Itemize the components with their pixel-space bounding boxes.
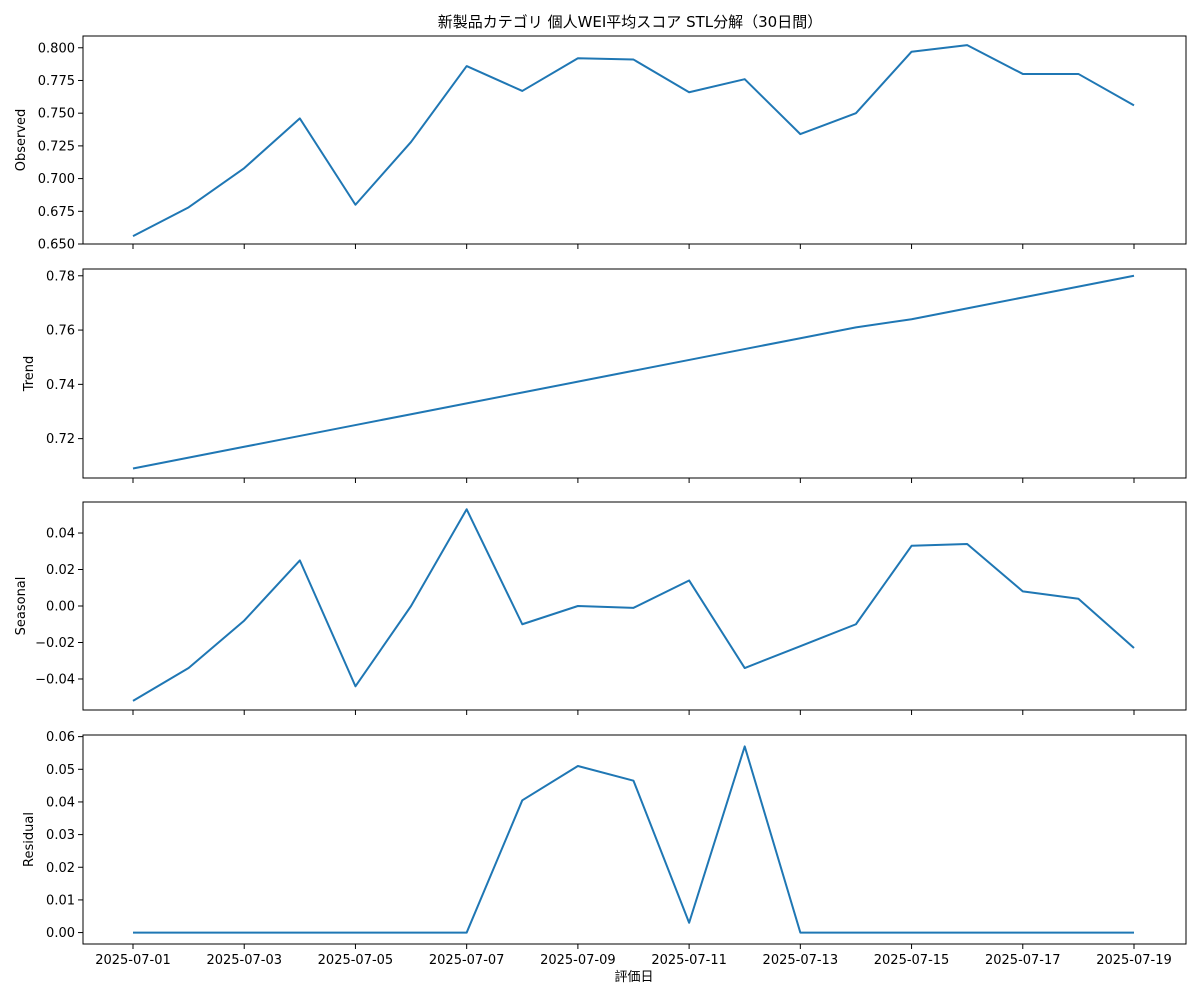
y-tick-label: 0.00	[46, 600, 75, 615]
series-line-trend	[132, 274, 1135, 470]
y-tick-label: −0.02	[35, 636, 75, 651]
y-tick-label: 0.06	[46, 730, 75, 745]
x-tick-label: 2025-07-01	[95, 953, 171, 968]
x-axis-label: 評価日	[614, 970, 653, 985]
x-tick-label: 2025-07-19	[1096, 953, 1172, 968]
panel-trend: 0.72 0.74 0.76 0.78 Trend	[22, 268, 1187, 483]
y-tick-label: 0.02	[46, 563, 75, 578]
panels: 0.650 0.675 0.700 0.725 0.750 0.775 0.800 Obser…	[14, 35, 1187, 968]
y-tick-label: 0.04	[46, 795, 75, 810]
y-tick-label: 0.750	[38, 107, 75, 122]
x-tick-label: 2025-07-05	[318, 953, 394, 968]
chart-title: 新製品カテゴリ 個人WEI平均スコア STL分解（30日間）	[438, 13, 822, 31]
x-tick-label: 2025-07-15	[874, 953, 950, 968]
y-tick-label: 0.700	[38, 172, 75, 187]
y-tick-label: 0.76	[46, 324, 75, 339]
y-tick-label: 0.775	[38, 74, 75, 89]
x-tick-label: 2025-07-03	[206, 953, 282, 968]
panel-frame	[82, 268, 1187, 479]
series-line-residual	[133, 745, 1134, 934]
series-line-seasonal	[132, 508, 1135, 702]
panel-residual: 0.00 0.01 0.02 0.03 0.04 0.05 0.06 Residual 2025…	[22, 730, 1187, 968]
y-tick-label: 0.74	[46, 378, 75, 393]
y-tick-label: 0.03	[46, 828, 75, 843]
y-axis-label-trend: Trend	[22, 356, 37, 393]
y-axis-label-observed: Observed	[14, 109, 29, 172]
y-tick-label: 0.725	[38, 139, 75, 154]
y-tick-label: 0.650	[38, 238, 75, 253]
y-tick-label: 0.00	[46, 926, 75, 941]
panel-seasonal: −0.04 −0.02 0.00 0.02 0.04 Seasonal	[14, 501, 1187, 715]
y-tick-label: 0.02	[46, 861, 75, 876]
x-tick-label: 2025-07-07	[429, 953, 505, 968]
y-tick-label: 0.675	[38, 205, 75, 220]
panel-frame	[82, 734, 1187, 945]
y-tick-label: 0.72	[46, 432, 75, 447]
y-tick-label: 0.05	[46, 763, 75, 778]
x-tick-label: 2025-07-09	[540, 953, 616, 968]
y-axis-label-seasonal: Seasonal	[14, 577, 29, 636]
x-tick-label: 2025-07-13	[763, 953, 839, 968]
panel-observed: 0.650 0.675 0.700 0.725 0.750 0.775 0.800 Obser…	[14, 35, 1187, 253]
x-tick-label: 2025-07-17	[985, 953, 1061, 968]
y-tick-label: −0.04	[35, 672, 75, 687]
y-axis-label-residual: Residual	[22, 812, 37, 867]
y-tick-label: 0.04	[46, 527, 75, 542]
series-line-observed	[132, 44, 1135, 238]
y-tick-label: 0.800	[38, 41, 75, 56]
panel-frame	[82, 501, 1187, 711]
x-tick-label: 2025-07-11	[651, 953, 727, 968]
y-tick-label: 0.78	[46, 269, 75, 284]
panel-frame	[82, 35, 1187, 245]
y-tick-label: 0.01	[46, 893, 75, 908]
